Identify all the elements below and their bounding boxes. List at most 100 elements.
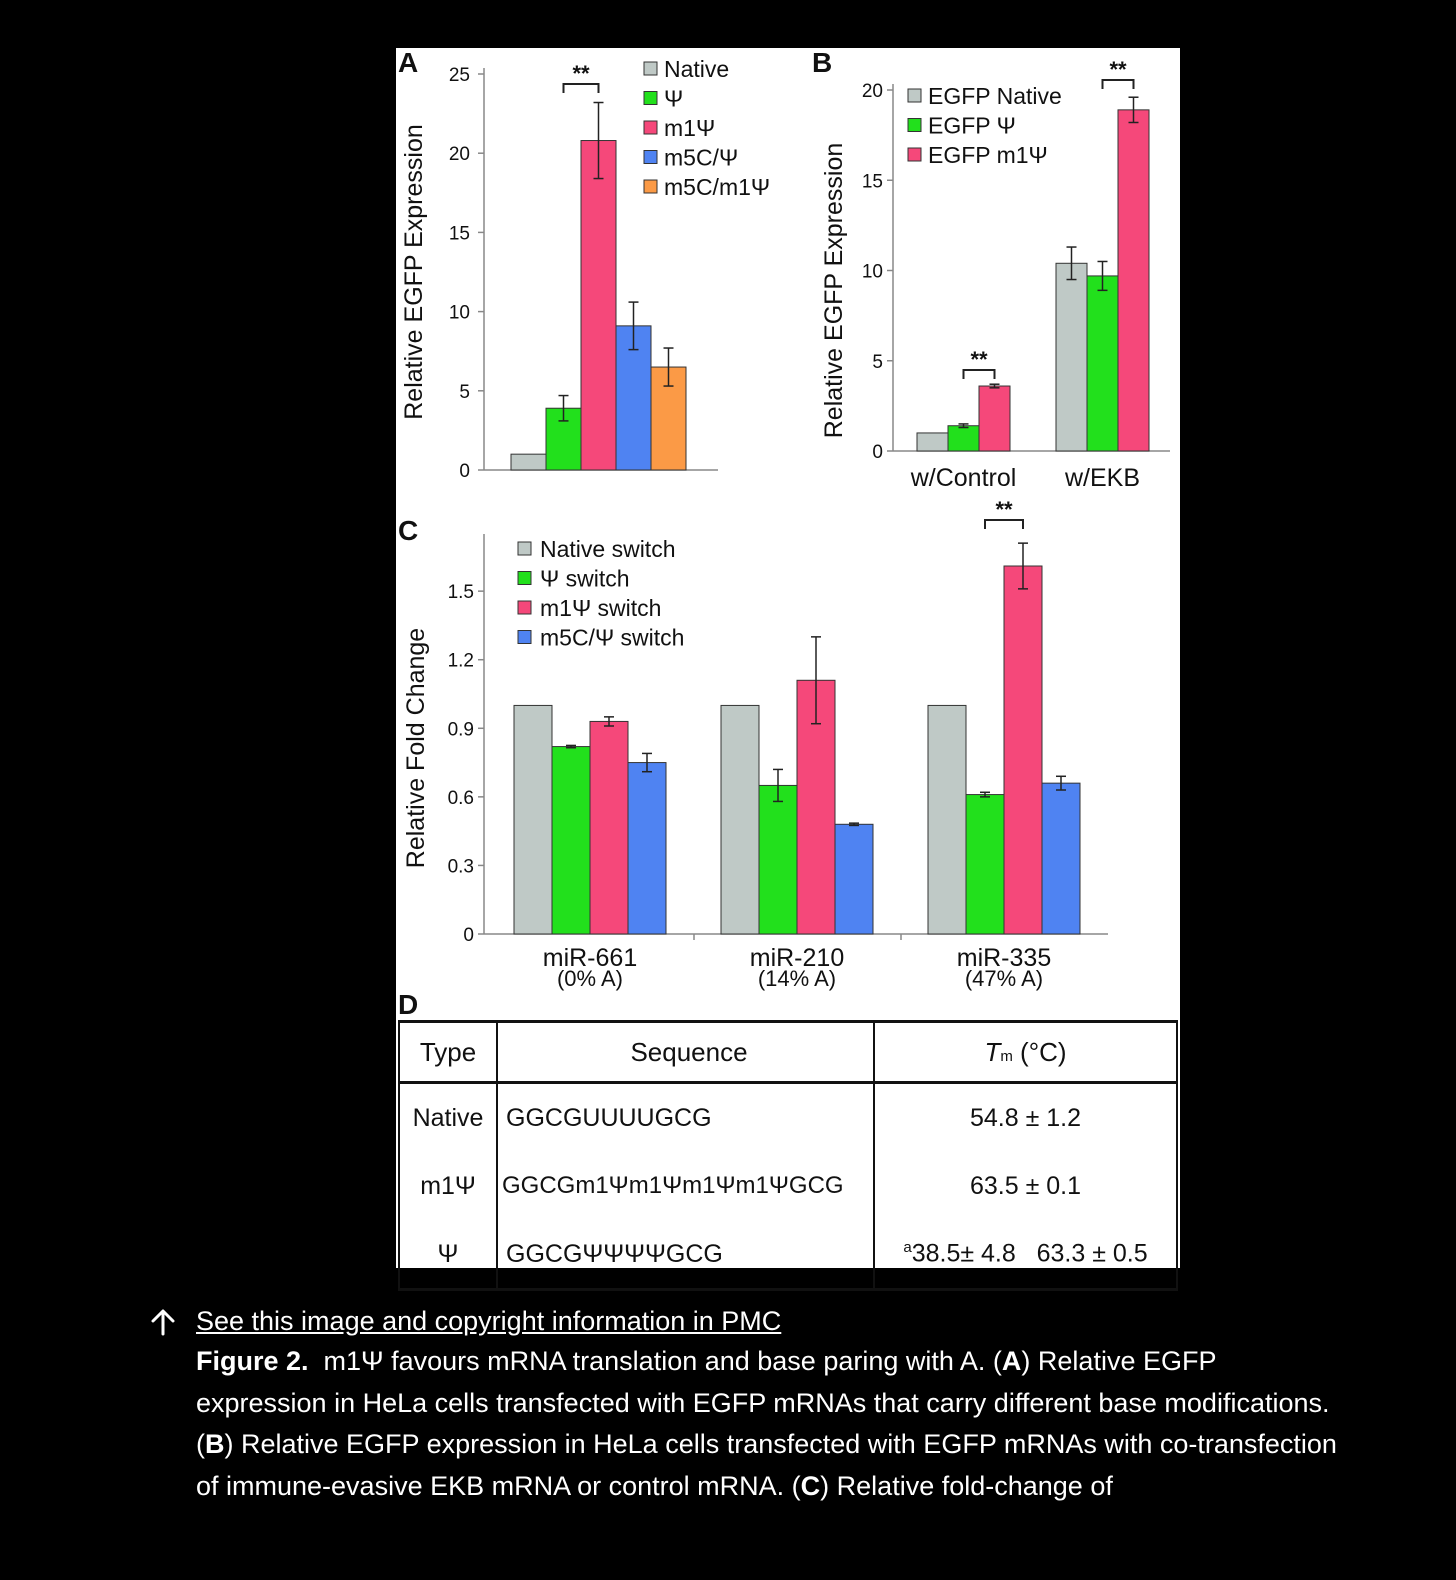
- caption-fragment: m1Ψ favours mRNA translation and base pa…: [308, 1346, 1002, 1376]
- caption-panel-ref: A: [1001, 1346, 1022, 1376]
- a-legend-label: m1Ψ: [664, 115, 715, 141]
- b-legend-label: EGFP Ψ: [928, 113, 1016, 139]
- c-category-label: miR-335: [957, 944, 1051, 972]
- b-bar-0-2: [978, 385, 1011, 452]
- b-legend-swatch: [907, 88, 922, 103]
- c-y-axis-label: Relative Fold Change: [402, 628, 430, 868]
- table-row: Native GGCGUUUUGCG 54.8 ± 1.2: [398, 1082, 1178, 1152]
- header-type: Type: [398, 1020, 498, 1084]
- figure-label: Figure 2.: [196, 1346, 309, 1376]
- a-legend-swatch: [643, 91, 658, 105]
- a-y-tick-label: 5: [459, 382, 470, 403]
- a-y-tick-label: 20: [449, 144, 470, 165]
- a-y-tick-label: 25: [449, 65, 470, 86]
- c-y-tick-label: 0.6: [448, 788, 474, 809]
- a-y-axis-label: Relative EGFP Expression: [400, 124, 428, 420]
- caption-body: m1Ψ favours mRNA translation and base pa…: [196, 1346, 1344, 1501]
- a-legend-label: m5C/Ψ: [664, 145, 738, 171]
- b-y-tick-label: 10: [862, 262, 883, 283]
- tm-unit: (°C): [1012, 1036, 1067, 1067]
- row-sequence: GGCGm1Ψm1Ψm1Ψm1ΨGCG: [496, 1152, 875, 1220]
- row-sequence: GGCGUUUUGCG: [496, 1082, 875, 1152]
- caption-panel-ref: C: [800, 1470, 821, 1501]
- arrow-up-icon: [151, 1309, 175, 1336]
- table-row: Ψ GGCGΨΨΨΨGCG a38.5± 4.8 63.3 ± 0.5: [398, 1220, 1178, 1291]
- c-y-tick-label: 1.5: [448, 582, 474, 603]
- row-tm: 54.8 ± 1.2: [873, 1082, 1178, 1152]
- table-row: m1Ψ GGCGm1Ψm1Ψm1Ψm1ΨGCG 63.5 ± 0.1: [398, 1152, 1178, 1220]
- c-bar-2-2: [1003, 565, 1043, 935]
- b-significance-0-bracket: [962, 369, 996, 379]
- figure-caption: See this image and copyright information…: [148, 1303, 1348, 1507]
- row-type: Ψ: [398, 1220, 498, 1291]
- a-legend-swatch: [643, 150, 658, 164]
- a-bar-0: [510, 453, 547, 471]
- c-bar-1-1: [758, 784, 798, 935]
- caption-fragment: ) Relative EGFP expression in HeLa cells…: [196, 1346, 1338, 1459]
- a-y-tick-label: 10: [449, 303, 470, 324]
- b-y-tick-label: 0: [872, 442, 883, 463]
- row-tm: a38.5± 4.8 63.3 ± 0.5: [873, 1220, 1178, 1291]
- c-bar-2-0: [927, 704, 967, 935]
- header-sequence: Sequence: [496, 1020, 875, 1084]
- b-category-label: w/EKB: [1064, 464, 1140, 492]
- panel-letter-d: D: [398, 989, 418, 1018]
- caption-text: Figure 2. m1Ψ favours mRNA translation a…: [148, 1341, 1348, 1507]
- panel-letter-c: C: [398, 515, 418, 546]
- b-bar-1-0: [1055, 262, 1088, 452]
- row-type: Native: [398, 1082, 498, 1152]
- b-significance-1-bracket: [1101, 79, 1135, 89]
- c-bar-0-2: [589, 720, 629, 935]
- b-y-tick-label: 5: [872, 352, 883, 373]
- c-y-tick-label: 0.3: [448, 856, 474, 877]
- c-significance-bracket: [984, 519, 1024, 529]
- b-legend-label: EGFP m1Ψ: [928, 142, 1048, 168]
- c-legend-swatch: [517, 571, 532, 585]
- row-tm-footnote: a: [903, 1239, 912, 1257]
- tm-subscript: m: [1000, 1047, 1013, 1065]
- a-legend-swatch: [643, 61, 658, 76]
- c-bar-0-1: [551, 746, 591, 935]
- c-bar-0-3: [627, 762, 667, 935]
- a-y-tick-label: 0: [459, 461, 470, 482]
- b-y-tick-label: 20: [862, 81, 883, 102]
- c-subcategory-label: (14% A): [758, 966, 836, 991]
- a-legend-label: Ψ: [664, 86, 683, 112]
- a-legend-swatch: [643, 179, 658, 194]
- b-significance-0-label: **: [970, 347, 988, 372]
- row-tm-values: 38.5± 4.8 63.3 ± 0.5: [911, 1239, 1148, 1268]
- b-y-tick-label: 15: [862, 171, 883, 192]
- c-legend-swatch: [517, 630, 532, 644]
- b-legend-swatch: [907, 147, 922, 162]
- b-legend-label: EGFP Native: [928, 83, 1062, 109]
- c-significance-label: **: [995, 497, 1013, 522]
- panel-letter-a: A: [398, 48, 418, 78]
- a-bar-2: [580, 140, 617, 471]
- b-legend-swatch: [907, 118, 922, 132]
- b-bar-1-1: [1086, 275, 1119, 452]
- c-legend-label: m5C/Ψ switch: [540, 625, 684, 651]
- a-y-tick-label: 15: [449, 223, 470, 244]
- row-type: m1Ψ: [398, 1152, 498, 1220]
- c-bar-1-0: [720, 704, 760, 935]
- c-legend-swatch: [517, 600, 532, 615]
- row-tm: 63.5 ± 0.1: [873, 1152, 1178, 1220]
- panel-letter-b: B: [812, 48, 832, 78]
- a-legend-swatch: [643, 120, 658, 135]
- c-subcategory-label: (0% A): [557, 966, 623, 991]
- header-tm: Tm (°C): [873, 1020, 1178, 1084]
- caption-fragment: ) Relative fold-change of: [820, 1470, 1113, 1501]
- b-category-label: w/Control: [910, 464, 1017, 492]
- figure-charts: A B C D Relative EGFP Expression 0 5 10 15 20 25 **…: [398, 48, 1170, 1018]
- c-bar-1-3: [834, 823, 874, 935]
- b-bar-1-2: [1117, 109, 1150, 452]
- b-y-axis-label: Relative EGFP Expression: [820, 143, 848, 439]
- c-subcategory-label: (47% A): [965, 966, 1043, 991]
- c-legend-swatch: [517, 541, 532, 556]
- tm-symbol: T: [984, 1036, 1001, 1067]
- a-legend-label: Native: [664, 56, 729, 82]
- c-legend-label: Native switch: [540, 536, 675, 562]
- pmc-copyright-link[interactable]: See this image and copyright information…: [148, 1303, 1348, 1339]
- caption-panel-ref: B: [205, 1429, 225, 1459]
- b-bar-0-1: [947, 425, 980, 452]
